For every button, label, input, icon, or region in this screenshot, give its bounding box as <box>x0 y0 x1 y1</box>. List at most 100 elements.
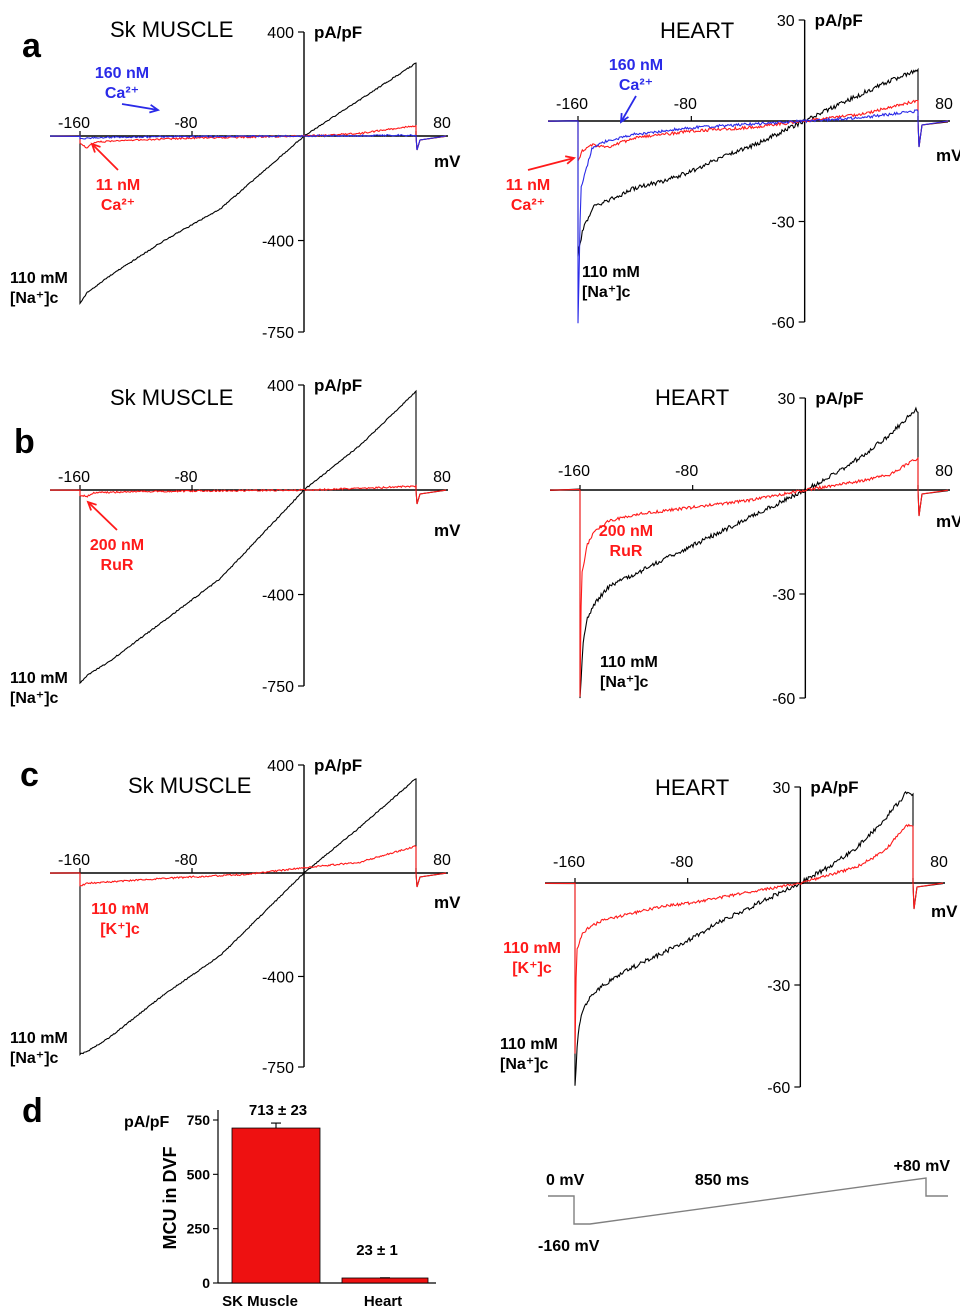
x-axis-label: mV <box>936 146 960 165</box>
panel-letter-a: a <box>22 27 42 65</box>
chart-title: Sk MUSCLE <box>110 17 233 42</box>
chart-title: Sk MUSCLE <box>110 385 233 410</box>
series-trace-red <box>544 823 944 1054</box>
x-tick-label: 80 <box>433 469 451 486</box>
x-tick-label: -80 <box>174 469 197 486</box>
annotation-arrowhead <box>619 112 629 124</box>
voltage-protocol-diagram: 0 mV 850 ms +80 mV -160 mV <box>538 1158 950 1255</box>
annotation-label: [Na⁺]c <box>10 690 59 707</box>
series-trace-red <box>549 456 949 697</box>
y-axis-label: pA/pF <box>815 389 863 408</box>
panel-letter-c: c <box>20 756 39 794</box>
y-tick-label: -400 <box>262 234 294 251</box>
chart-a-heart: HEART -160 -80 80 30 -30 -60 pA/pF mV 160 nM Ca²⁺ 1… <box>506 11 960 332</box>
series-trace-red <box>49 124 447 151</box>
series-trace-blue <box>547 109 949 324</box>
annotation-label: 110 mM <box>600 654 658 671</box>
annotation-label: 160 nM <box>95 65 149 82</box>
series-trace-black <box>49 62 447 306</box>
x-axis-label: mV <box>434 521 461 540</box>
chart-c-heart: HEART -160 -80 80 30 -30 -60 pA/pF mV 110 mM [K⁺]c… <box>500 775 958 1097</box>
y-tick-label: -400 <box>262 588 294 605</box>
y-axis-label: MCU in DVF <box>160 1147 180 1250</box>
chart-a-sk-muscle: Sk MUSCLE -160 -80 80 400 -400 -750 pA/pF mV 160 … <box>10 17 461 342</box>
y-tick-label: 750 <box>187 1112 211 1128</box>
annotation-label: [Na⁺]c <box>582 284 631 301</box>
annotation-label: 160 nM <box>609 57 663 74</box>
bar-value-label: 713 ± 23 <box>249 1102 307 1119</box>
y-tick-label: 400 <box>267 378 294 395</box>
annotation-arrowhead <box>90 142 101 153</box>
annotation-label: RuR <box>610 543 643 560</box>
annotation-label: 11 nM <box>96 177 140 194</box>
chart-b-sk-muscle: Sk MUSCLE -160 -80 80 400 -400 -750 pA/pF mV 200 … <box>10 376 461 707</box>
annotation-label: 110 mM <box>10 270 68 287</box>
annotation-label: 110 mM <box>500 1036 558 1053</box>
chart-title: HEART <box>655 385 729 410</box>
annotation-label: RuR <box>101 557 134 574</box>
x-tick-label: 80 <box>433 115 451 132</box>
x-tick-label: -160 <box>553 854 585 871</box>
series-trace-red <box>49 484 447 505</box>
y-tick-label: -400 <box>262 969 294 986</box>
annotation-label: 11 nM <box>506 177 550 194</box>
y-tick-label: -30 <box>772 215 795 232</box>
protocol-duration-label: 850 ms <box>695 1172 749 1189</box>
bar-value-label: 23 ± 1 <box>356 1242 398 1259</box>
x-tick-label: -80 <box>670 854 693 871</box>
bar-category-label: SK Muscle <box>222 1293 298 1309</box>
bar-category-label: Heart <box>364 1293 402 1309</box>
x-tick-label: 80 <box>930 854 948 871</box>
chart-title: HEART <box>660 18 734 43</box>
series-trace-black <box>49 778 447 1057</box>
annotation-label: [Na⁺]c <box>600 674 649 691</box>
chart-d-bar: 750 500 250 0 pA/pF MCU in DVF 713 ± 23 SK Musc… <box>124 1102 436 1309</box>
annotation-arrow <box>87 501 118 531</box>
y-tick-label: 0 <box>202 1275 210 1291</box>
x-axis-label: mV <box>434 152 461 171</box>
panel-letter-b: b <box>14 423 35 461</box>
x-tick-label: -160 <box>58 852 90 869</box>
chart-c-sk-muscle: Sk MUSCLE -160 -80 80 400 -400 -750 pA/pF mV 110 … <box>10 756 461 1077</box>
y-tick-label: 30 <box>778 391 796 408</box>
x-tick-label: -80 <box>675 463 698 480</box>
bar <box>231 1127 321 1284</box>
bar <box>341 1277 429 1284</box>
x-axis-label: mV <box>931 902 958 921</box>
annotation-label: [Na⁺]c <box>500 1056 549 1073</box>
annotation-label: [Na⁺]c <box>10 290 59 307</box>
x-tick-label: -160 <box>558 463 590 480</box>
protocol-low-label: -160 mV <box>538 1238 600 1255</box>
annotation-label: 110 mM <box>10 1030 68 1047</box>
bar-unit-label: pA/pF <box>124 1114 170 1131</box>
y-tick-label: -750 <box>262 679 294 696</box>
x-tick-label: -160 <box>58 469 90 486</box>
y-tick-label: 400 <box>267 758 294 775</box>
annotation-arrow <box>620 95 637 123</box>
y-tick-label: -30 <box>772 587 795 604</box>
series-trace-black <box>549 406 949 699</box>
x-tick-label: 80 <box>433 852 451 869</box>
protocol-start-label: 0 mV <box>546 1172 585 1189</box>
protocol-trace <box>548 1177 948 1225</box>
annotation-label: Ca²⁺ <box>101 197 135 214</box>
x-tick-label: -80 <box>174 115 197 132</box>
y-tick-label: -60 <box>772 315 795 332</box>
panel-letter-d: d <box>22 1092 43 1130</box>
y-tick-label: 400 <box>267 25 294 42</box>
y-tick-label: 500 <box>187 1166 211 1182</box>
annotation-label: 110 mM <box>91 901 149 918</box>
x-axis-label: mV <box>434 893 461 912</box>
x-tick-label: 80 <box>935 96 953 113</box>
annotation-arrowhead <box>86 500 97 511</box>
y-tick-label: -30 <box>767 978 790 995</box>
y-tick-label: 250 <box>187 1221 211 1237</box>
annotation-label: 110 mM <box>503 940 561 957</box>
y-axis-label: pA/pF <box>815 11 863 30</box>
series-trace-black <box>544 791 944 1086</box>
y-tick-label: -60 <box>772 691 795 708</box>
annotation-label: Ca²⁺ <box>105 85 139 102</box>
x-tick-label: -80 <box>674 96 697 113</box>
annotation-arrowhead <box>564 155 577 165</box>
